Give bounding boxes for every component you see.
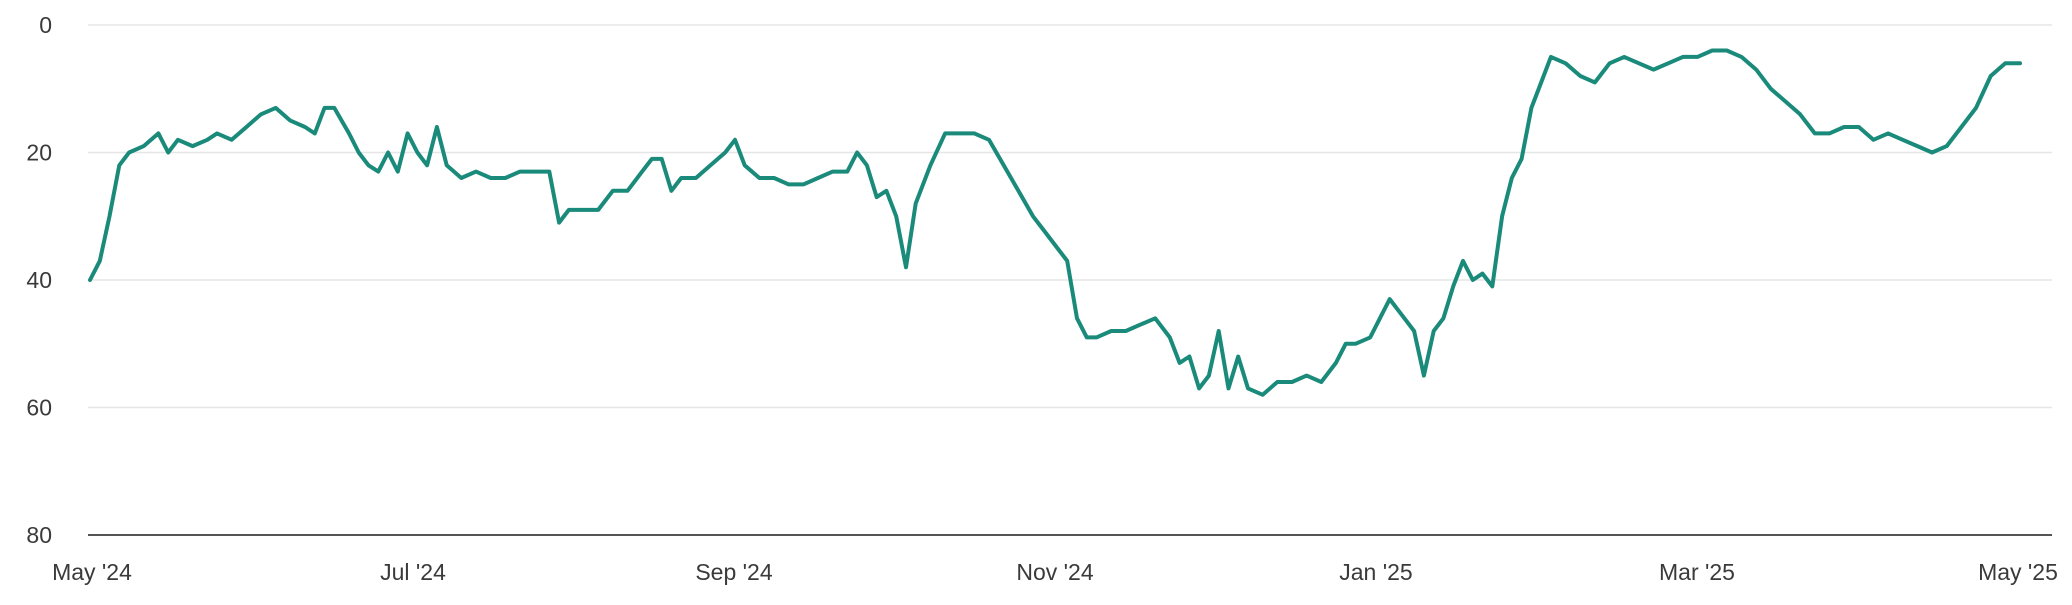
- y-tick-label: 20: [26, 140, 52, 166]
- y-tick-label: 60: [26, 395, 52, 421]
- x-tick-label: Mar '25: [1659, 559, 1735, 585]
- y-tick-label: 40: [26, 267, 52, 293]
- series-line: [88, 48, 2022, 397]
- y-tick-label: 80: [26, 522, 52, 548]
- y-tick-label: 0: [39, 12, 52, 38]
- x-axis-ticks: May '24 Jul '24 Sep '24 Nov '24 Jan '25 Mar '…: [52, 559, 2058, 585]
- x-tick-label: Jan '25: [1339, 559, 1412, 585]
- x-tick-label: May '24: [52, 559, 132, 585]
- x-tick-label: Nov '24: [1016, 559, 1093, 585]
- x-tick-label: Sep '24: [695, 559, 772, 585]
- x-tick-label: May '25: [1978, 559, 2058, 585]
- x-tick-label: Jul '24: [380, 559, 446, 585]
- series-layer: [88, 48, 2022, 397]
- gridlines: [88, 24, 2052, 409]
- y-axis-ticks: 0 20 40 60 80: [26, 12, 52, 548]
